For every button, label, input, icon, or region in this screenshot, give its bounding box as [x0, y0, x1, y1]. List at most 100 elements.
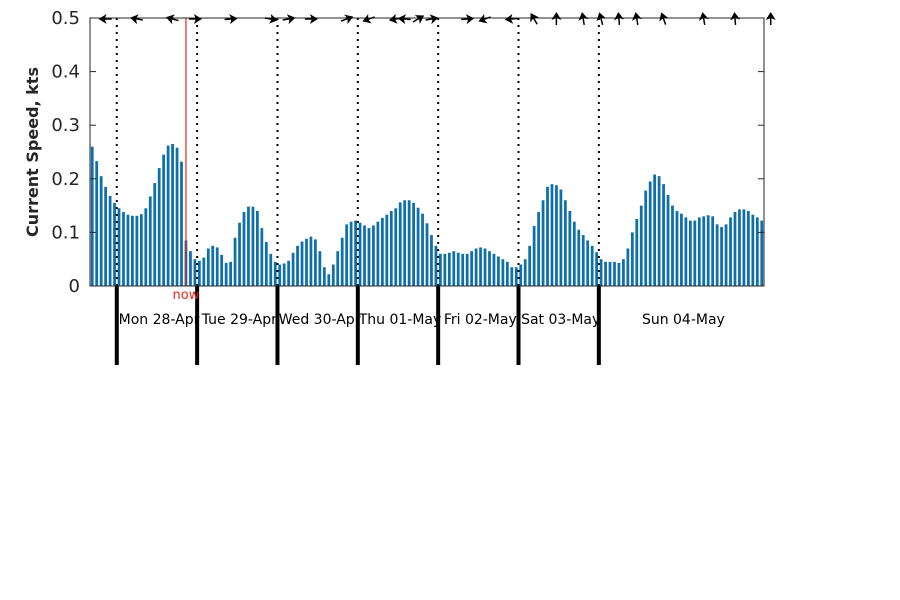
speed-bar: [135, 215, 139, 286]
speed-bar: [197, 260, 201, 286]
speed-bar: [760, 220, 764, 286]
speed-bar: [215, 247, 219, 286]
speed-bar: [608, 261, 612, 286]
speed-bar: [572, 221, 576, 286]
speed-bar: [755, 217, 759, 286]
speed-bar: [693, 220, 697, 286]
speed-bar: [309, 236, 313, 286]
speed-bar: [403, 200, 407, 286]
speed-bar: [492, 253, 496, 286]
speed-bar: [465, 253, 469, 286]
speed-bar: [229, 261, 232, 286]
speed-bar: [242, 212, 246, 286]
speed-bar: [733, 212, 737, 286]
speed-bar: [287, 260, 291, 286]
speed-bar: [666, 194, 670, 286]
direction-arrow: [596, 12, 607, 25]
speed-bar: [273, 261, 277, 286]
speed-bar: [117, 208, 121, 286]
speed-bar: [546, 186, 549, 286]
speed-bar: [746, 210, 750, 286]
speed-bar: [675, 210, 679, 286]
speed-bar: [684, 217, 688, 286]
direction-arrow: [578, 12, 589, 26]
direction-arrow: [614, 12, 624, 26]
day-label: Fri 02-May: [444, 312, 517, 328]
speed-bar: [630, 232, 634, 286]
speed-bar: [626, 248, 630, 286]
speed-bar: [483, 248, 487, 286]
speed-bar: [416, 207, 420, 286]
speed-bar: [474, 248, 478, 286]
speed-bar: [349, 221, 353, 286]
speed-bar: [671, 205, 674, 286]
direction-arrow: [478, 13, 491, 24]
speed-bar: [264, 242, 268, 286]
speed-bar: [171, 143, 174, 286]
speed-bar: [617, 262, 621, 286]
speed-bar: [461, 253, 465, 286]
speed-bar: [336, 251, 340, 286]
speed-bar: [688, 220, 692, 286]
speed-bar: [412, 202, 415, 286]
speed-bar: [635, 219, 639, 286]
speed-bar: [166, 145, 170, 286]
speed-bar: [590, 245, 594, 286]
speed-bar: [604, 261, 607, 286]
speed-bar: [456, 252, 460, 286]
speed-bar: [407, 200, 411, 286]
direction-arrow: [632, 12, 642, 26]
day-label: Tue 29-Apr: [201, 312, 277, 328]
speed-bar: [193, 259, 197, 286]
speed-bar: [724, 224, 728, 286]
speed-bar: [157, 168, 161, 286]
speed-bar: [568, 210, 572, 286]
speed-bar: [189, 251, 192, 286]
speed-bar: [644, 190, 648, 286]
direction-arrow: [698, 12, 709, 26]
speed-bar: [711, 216, 715, 286]
day-gridlines: [114, 18, 601, 365]
speed-bar: [443, 253, 447, 286]
speed-bar: [488, 251, 491, 286]
speed-bar: [318, 251, 322, 286]
direction-arrow: [304, 14, 318, 24]
speed-bar: [389, 210, 393, 286]
direction-arrow: [659, 12, 669, 25]
y-axis: 0 0.1 0.2 0.3 0.4 0.5: [51, 8, 764, 297]
direction-arrow: [530, 12, 539, 25]
speed-bar: [126, 214, 130, 286]
speed-bar: [206, 248, 210, 286]
speed-bar: [505, 261, 509, 286]
speed-bar: [622, 259, 625, 286]
direction-arrow: [504, 13, 518, 24]
speed-bar: [380, 217, 384, 286]
speed-bar: [479, 247, 482, 286]
speed-bar: [300, 241, 304, 286]
speed-bar: [653, 174, 657, 286]
speed-bar: [340, 237, 344, 286]
speed-bar: [305, 238, 308, 286]
speed-bar: [211, 245, 215, 286]
speed-bar: [180, 161, 183, 286]
speed-bar: [376, 221, 380, 286]
speed-bar: [354, 220, 357, 286]
y-tick-label: 0.4: [51, 62, 80, 83]
speed-bar: [510, 267, 514, 286]
speed-bar: [555, 185, 558, 286]
speed-bar: [613, 261, 616, 286]
speed-bar: [720, 227, 723, 286]
speed-bar: [680, 213, 683, 286]
speed-bar: [269, 253, 273, 286]
direction-arrow: [412, 15, 425, 24]
speed-bar: [358, 222, 362, 286]
speed-bar: [144, 208, 148, 286]
speed-bar: [550, 184, 554, 286]
plot-frame: [89, 17, 765, 287]
speed-bar: [175, 147, 179, 286]
speed-bar: [425, 223, 429, 286]
direction-arrow: [461, 14, 475, 25]
speed-bar: [577, 229, 581, 286]
speed-bar: [260, 228, 264, 286]
speed-bar: [148, 196, 152, 286]
